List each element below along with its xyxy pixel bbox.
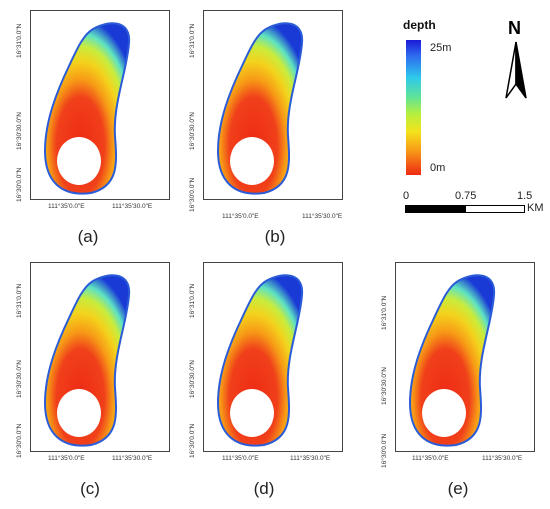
lat-label: 16°30'30.0"N xyxy=(16,112,23,150)
lat-label: 16°31'0.0"N xyxy=(381,295,388,330)
lon-label: 111°35'0.0"E xyxy=(222,455,259,462)
lon-label: 111°35'0.0"E xyxy=(412,455,449,462)
panel-caption-a: (a) xyxy=(77,227,99,246)
panel-caption-c: (c) xyxy=(80,479,100,498)
lat-label: 16°31'0.0"N xyxy=(16,283,23,318)
legend-title: depth xyxy=(403,18,436,32)
scale-bar xyxy=(405,205,525,213)
depth-map-c xyxy=(44,274,131,447)
scale-tick-0: 0 xyxy=(403,190,410,202)
north-arrow-shape xyxy=(505,41,527,99)
scale-tick-mid: 0.75 xyxy=(455,190,477,202)
map-panel-c xyxy=(30,262,170,452)
lat-label: 16°30'30.0"N xyxy=(381,367,388,405)
lon-label: 111°35'30.0"E xyxy=(302,213,343,220)
legend-max-label: 25m xyxy=(430,42,452,54)
lon-label: 111°35'30.0"E xyxy=(112,455,153,462)
lon-label: 111°35'0.0"E xyxy=(222,213,259,220)
lon-label: 111°35'0.0"E xyxy=(48,455,85,462)
lat-label: 16°31'0.0"N xyxy=(189,283,196,318)
lat-label: 16°30'30.0"N xyxy=(189,360,196,398)
lon-label: 111°35'0.0"E xyxy=(48,203,85,210)
legend-min-label: 0m xyxy=(430,162,446,174)
scale-bar-black-segment xyxy=(406,206,466,212)
map-panel-e xyxy=(395,262,535,452)
depth-map-a xyxy=(44,22,131,195)
lat-label: 16°31'0.0"N xyxy=(16,23,23,58)
depth-map-b xyxy=(217,22,304,195)
lat-label: 16°30'30.0"N xyxy=(189,112,196,150)
lat-label: 16°30'0.0"N xyxy=(189,177,196,212)
lon-label: 111°35'30.0"E xyxy=(112,203,153,210)
scale-tick-max: 1.5 xyxy=(517,190,533,202)
lat-label: 16°30'0.0"N xyxy=(189,423,196,458)
depth-map-e xyxy=(409,274,496,447)
map-panel-a xyxy=(30,10,170,200)
lon-label: 111°35'30.0"E xyxy=(290,455,331,462)
north-label: N xyxy=(508,18,521,38)
lat-label: 16°30'0.0"N xyxy=(16,423,23,458)
scale-unit: KM xyxy=(527,202,544,214)
lat-label: 16°30'0.0"N xyxy=(381,433,388,468)
lat-label: 16°30'30.0"N xyxy=(16,360,23,398)
panel-caption-d: (d) xyxy=(253,479,275,498)
lat-label: 16°30'0.0"N xyxy=(16,167,23,202)
map-panel-d xyxy=(203,262,343,452)
north-arrow-icon: N xyxy=(498,18,538,99)
lon-label: 111°35'30.0"E xyxy=(482,455,523,462)
map-panel-b xyxy=(203,10,343,200)
depth-map-d xyxy=(217,274,304,447)
lat-label: 16°31'0.0"N xyxy=(189,23,196,58)
depth-color-ramp xyxy=(406,40,421,175)
panel-caption-e: (e) xyxy=(447,479,469,498)
panel-caption-b: (b) xyxy=(264,227,286,246)
